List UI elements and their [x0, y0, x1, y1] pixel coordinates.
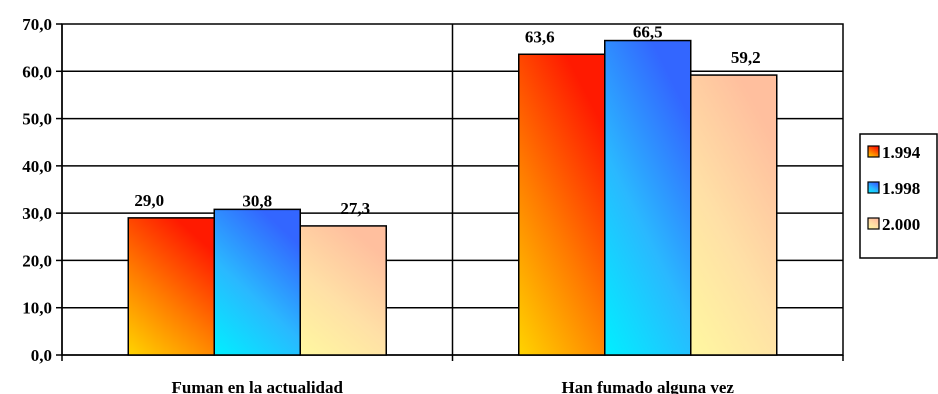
axes: 0,0 10,0 20,0 30,0 40,0 50,0 60,0 70,0 — [22, 15, 844, 365]
legend: 1.994 1.998 2.000 — [859, 133, 938, 259]
data-label: 29,0 — [134, 191, 164, 210]
bars — [127, 39, 778, 356]
category-label: Han fumado alguna vez — [562, 378, 735, 394]
y-tick-label: 10,0 — [22, 299, 52, 318]
legend-swatch — [867, 145, 880, 158]
y-tick-label: 70,0 — [22, 15, 52, 34]
legend-label: 1.994 — [882, 143, 921, 162]
data-label: 27,3 — [340, 199, 370, 218]
data-label: 66,5 — [633, 23, 663, 42]
bar-1994-1 — [518, 53, 606, 356]
y-tick-label: 30,0 — [22, 204, 52, 223]
bar-2000-0 — [299, 225, 387, 356]
legend-label: 2.000 — [882, 215, 920, 234]
data-label: 59,2 — [731, 48, 761, 67]
legend-swatch — [867, 181, 880, 194]
y-tick-label: 0,0 — [31, 346, 52, 365]
bar-2000-1 — [690, 74, 778, 356]
bar-1998-1 — [604, 39, 692, 356]
legend-label: 1.998 — [882, 179, 920, 198]
y-tick-label: 50,0 — [22, 110, 52, 129]
y-tick-label: 60,0 — [22, 62, 52, 81]
category-label: Fuman en la actualidad — [172, 378, 344, 394]
bar-1994-0 — [127, 217, 215, 356]
legend-swatch — [867, 217, 880, 230]
labels: 29,0 30,8 27,3 Fuman en la actualidad 63,6 66… — [134, 23, 760, 394]
y-tick-label: 20,0 — [22, 251, 52, 270]
bar-1998-0 — [213, 208, 301, 356]
y-tick-label: 40,0 — [22, 157, 52, 176]
data-label: 30,8 — [242, 191, 272, 210]
data-label: 63,6 — [525, 27, 555, 46]
